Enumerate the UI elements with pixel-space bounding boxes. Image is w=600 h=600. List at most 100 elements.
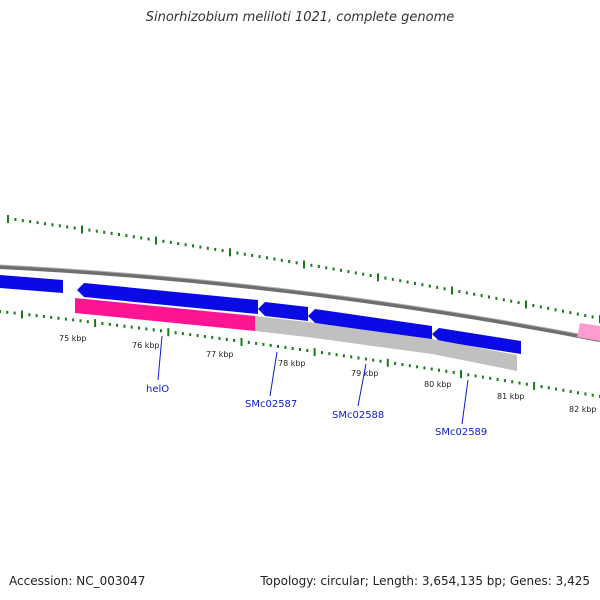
inner-minor-tick [364, 357, 367, 361]
inner-minor-tick [225, 337, 228, 341]
leader-helO [157, 335, 163, 381]
inner-minor-tick [342, 354, 345, 358]
inner-minor-tick [438, 368, 440, 372]
inner-minor-tick [299, 348, 301, 351]
genome-summary-text: Topology: circular; Length: 3,654,135 bp… [260, 574, 590, 588]
inner-minor-tick [511, 380, 514, 384]
outer-minor-tick [273, 257, 276, 261]
outer-major-tick [377, 273, 379, 282]
outer-minor-tick [547, 306, 550, 310]
outer-minor-tick [199, 245, 202, 249]
outer-major-tick [155, 236, 157, 245]
inner-minor-tick [372, 358, 375, 362]
tick-label-78kbp: 78 kbp [278, 359, 306, 368]
outer-minor-tick [132, 235, 135, 239]
outer-minor-tick [362, 272, 365, 276]
inner-minor-tick [189, 333, 192, 337]
outer-minor-tick [177, 242, 180, 246]
cds-feature-2[interactable] [77, 283, 258, 314]
inner-minor-tick [42, 315, 45, 318]
inner-minor-tick [489, 376, 492, 380]
gene-feature-far[interactable] [577, 323, 600, 341]
gene-label-SMc02589[interactable]: SMc02589 [435, 427, 487, 438]
gene-label-helO[interactable]: helO [146, 384, 169, 395]
outer-minor-tick [118, 233, 120, 236]
outer-minor-tick [280, 258, 283, 262]
inner-minor-tick [408, 364, 411, 368]
tick-label-81kbp: 81 kbp [497, 392, 525, 401]
outer-minor-tick [384, 276, 387, 280]
inner-minor-tick [503, 379, 506, 383]
outer-major-tick [303, 260, 305, 269]
outer-minor-tick [399, 279, 402, 283]
outer-minor-tick [310, 263, 313, 267]
outer-minor-tick [517, 301, 520, 305]
inner-minor-tick [584, 392, 587, 396]
outer-minor-tick [110, 231, 113, 235]
outer-minor-tick [73, 226, 76, 230]
inner-minor-tick [130, 325, 133, 329]
outer-minor-tick [369, 274, 372, 277]
gene-feature-SMc02589[interactable] [432, 339, 517, 371]
inner-minor-tick [306, 349, 309, 352]
inner-minor-tick [174, 331, 177, 335]
gene-feature-SMc02587[interactable] [255, 316, 307, 337]
cds-feature-1[interactable] [0, 275, 63, 293]
outer-minor-tick [184, 243, 187, 247]
outer-minor-tick [436, 285, 439, 289]
outer-minor-tick [29, 220, 32, 224]
inner-minor-tick [591, 393, 594, 397]
outer-major-tick [525, 300, 527, 309]
outer-minor-tick [428, 284, 431, 288]
inner-minor-tick [0, 310, 1, 313]
outer-minor-tick [103, 230, 106, 234]
outer-minor-tick [36, 221, 39, 225]
inner-minor-tick [79, 319, 82, 323]
outer-minor-tick [88, 228, 91, 232]
outer-minor-tick [58, 224, 61, 228]
gene-feature-SMc02588[interactable] [307, 322, 432, 354]
outer-minor-tick [332, 267, 335, 271]
inner-minor-tick [467, 373, 470, 377]
inner-major-tick [533, 381, 536, 390]
outer-minor-tick [502, 298, 505, 302]
inner-minor-tick [291, 347, 294, 350]
outer-minor-tick [584, 314, 587, 318]
outer-minor-tick [562, 309, 564, 313]
outer-minor-tick [347, 270, 350, 274]
outer-minor-tick [51, 223, 54, 227]
gene-label-SMc02588[interactable]: SMc02588 [332, 410, 384, 421]
outer-minor-tick [488, 295, 490, 299]
outer-minor-tick [317, 265, 320, 268]
cds-feature-5[interactable] [432, 328, 521, 354]
cds-feature-4[interactable] [308, 309, 432, 340]
tick-label-80kbp: 80 kbp [424, 380, 452, 389]
outer-minor-tick [125, 234, 128, 238]
inner-minor-tick [547, 386, 550, 390]
gene-feature-helO[interactable] [75, 298, 255, 331]
outer-minor-tick [236, 251, 239, 255]
inner-minor-tick [218, 336, 221, 340]
inner-minor-tick [116, 323, 119, 327]
outer-minor-tick [421, 283, 424, 287]
outer-minor-tick [258, 255, 261, 259]
inner-minor-tick [394, 361, 397, 365]
outer-major-tick [229, 248, 231, 257]
outer-minor-tick [44, 222, 46, 226]
inner-minor-tick [416, 365, 419, 369]
outer-minor-tick [147, 237, 150, 241]
gene-label-SMc02587[interactable]: SMc02587 [245, 399, 297, 410]
inner-minor-tick [379, 359, 382, 363]
inner-minor-tick [401, 363, 404, 366]
inner-minor-tick [196, 334, 199, 337]
leader-SMc02587 [269, 351, 278, 397]
inner-minor-tick [152, 328, 155, 332]
outer-minor-tick [214, 247, 217, 251]
outer-minor-tick [510, 299, 513, 303]
inner-tick-row [0, 310, 600, 398]
inner-minor-tick [145, 327, 148, 331]
inner-minor-tick [269, 343, 272, 347]
inner-minor-tick [452, 370, 455, 374]
outer-minor-tick [569, 311, 572, 315]
cds-feature-3[interactable] [258, 302, 308, 321]
